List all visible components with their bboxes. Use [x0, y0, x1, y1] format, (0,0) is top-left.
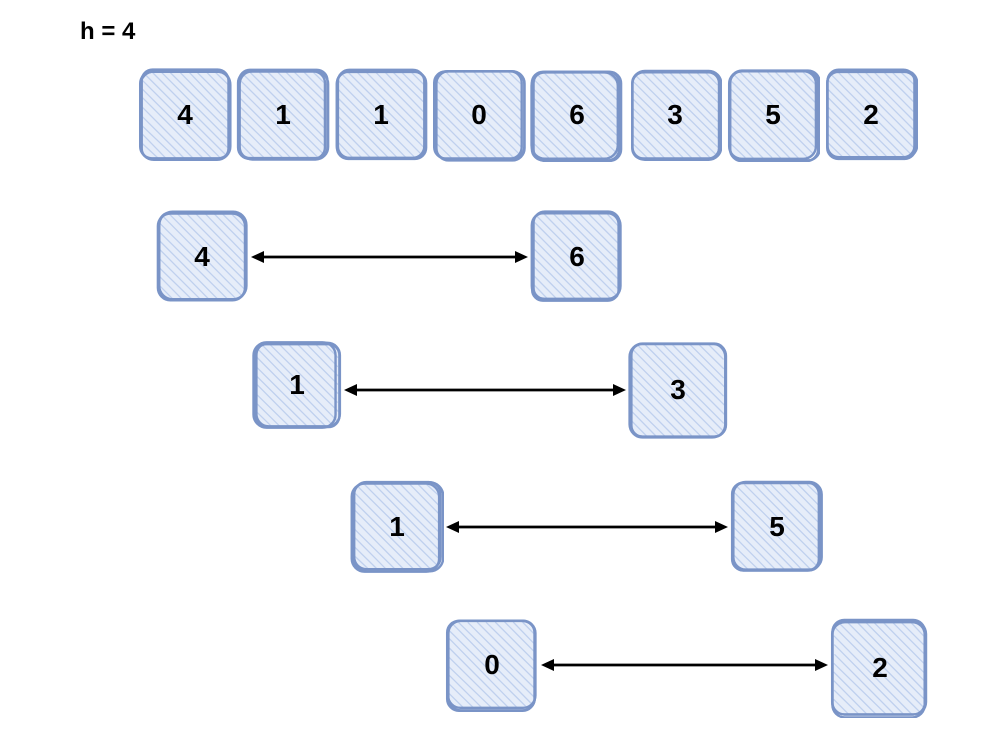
cell-value: 0 — [471, 99, 487, 131]
pair-right-cell: 2 — [830, 618, 930, 718]
comparison-arrow — [251, 247, 528, 267]
comparison-arrow — [446, 517, 728, 537]
pair-right-cell: 3 — [628, 340, 728, 440]
array-cell: 1 — [236, 68, 330, 162]
pair-left-cell: 1 — [350, 480, 444, 574]
cell-value: 3 — [667, 99, 683, 131]
array-cell: 5 — [726, 68, 820, 162]
cell-value: 1 — [389, 511, 405, 543]
array-cell: 6 — [530, 68, 624, 162]
pair-left-cell: 0 — [445, 618, 539, 712]
pair-left-cell: 1 — [252, 340, 342, 430]
array-cell: 2 — [824, 68, 918, 162]
cell-value: 2 — [863, 99, 879, 131]
cell-value: 2 — [872, 652, 888, 684]
cell-value: 3 — [670, 374, 686, 406]
array-cell: 3 — [628, 68, 722, 162]
cell-value: 5 — [769, 511, 785, 543]
array-cell: 1 — [334, 68, 428, 162]
cell-value: 6 — [569, 241, 585, 273]
cell-value: 6 — [569, 99, 585, 131]
comparison-arrow — [344, 380, 626, 400]
cell-value: 0 — [484, 649, 500, 681]
pair-right-cell: 6 — [530, 210, 624, 304]
comparison-arrow — [541, 655, 828, 675]
cell-value: 1 — [373, 99, 389, 131]
cell-value: 4 — [177, 99, 193, 131]
cell-value: 5 — [765, 99, 781, 131]
pair-right-cell: 5 — [730, 480, 824, 574]
pair-left-cell: 4 — [155, 210, 249, 304]
cell-value: 1 — [275, 99, 291, 131]
diagram-title: h = 4 — [80, 18, 135, 46]
cell-value: 4 — [194, 241, 210, 273]
cell-value: 1 — [289, 369, 305, 401]
array-cell: 0 — [432, 68, 526, 162]
array-cell: 4 — [138, 68, 232, 162]
